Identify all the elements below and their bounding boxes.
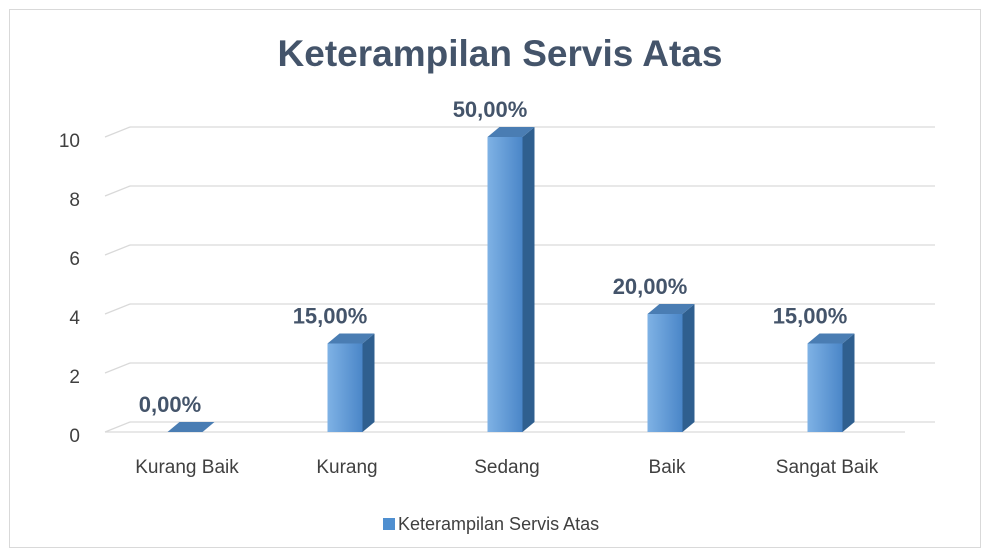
bar (327, 343, 363, 432)
grid-line (104, 303, 131, 315)
grid-line (104, 421, 131, 433)
bar-side (682, 304, 695, 432)
y-tick-label: 0 (69, 426, 80, 447)
chart-title: Keterampilan Servis Atas (278, 33, 723, 74)
grid-line (104, 126, 131, 138)
data-label: 50,00% (453, 97, 528, 122)
legend-swatch (383, 518, 395, 530)
bar (807, 343, 843, 432)
bar-side (362, 333, 375, 432)
bar-top (167, 422, 215, 432)
bar-top (327, 333, 375, 344)
y-tick-label: 8 (69, 190, 80, 211)
data-label: 0,00% (139, 392, 201, 417)
data-label: 20,00% (613, 274, 688, 299)
bar (487, 137, 523, 432)
y-tick-label: 2 (69, 367, 80, 388)
data-label: 15,00% (773, 303, 848, 328)
x-tick-label: Sangat Baik (776, 457, 879, 478)
bar-side (842, 333, 855, 432)
bar (647, 314, 683, 432)
x-tick-label: Sedang (474, 457, 540, 478)
bar-side (522, 127, 535, 432)
data-label: 15,00% (293, 303, 368, 328)
y-tick-label: 6 (69, 249, 80, 270)
legend-label: Keterampilan Servis Atas (398, 514, 599, 534)
grid-line (104, 185, 131, 197)
bar-top (807, 333, 855, 344)
grid-line (104, 362, 131, 374)
grid-line (104, 244, 131, 256)
bar-top (487, 127, 535, 137)
bar-top (647, 304, 695, 314)
y-tick-label: 10 (59, 131, 80, 152)
x-tick-label: Kurang (316, 457, 377, 478)
y-tick-label: 4 (69, 308, 80, 329)
x-tick-label: Kurang Baik (135, 457, 239, 478)
x-tick-label: Baik (649, 457, 686, 478)
